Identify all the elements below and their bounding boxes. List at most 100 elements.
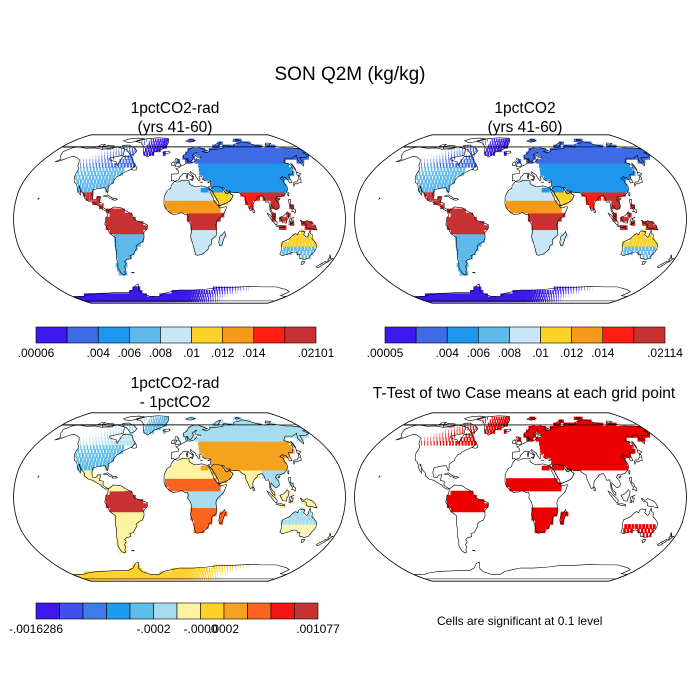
grid-cell-sahel [212, 486, 217, 492]
grid-cell-southern-south-america [122, 250, 128, 256]
grid-cell-central-asia [205, 171, 211, 176]
grid-cell-australia-north- [636, 241, 640, 247]
grid-cell-north-america-boreal- [462, 425, 463, 431]
grid-cell-central-asia [224, 457, 229, 463]
grid-cell-central-africa [546, 221, 551, 226]
grid-cell-amazon [139, 507, 144, 513]
grid-cell-sahara [172, 465, 177, 471]
grid-cell-antarctica [221, 290, 223, 294]
colorbar-swatch-1-3 [129, 326, 161, 344]
grid-cell-antarctica [232, 286, 234, 291]
coastline-hispaniola [452, 475, 459, 479]
grid-cell-north-america-boreal- [442, 441, 445, 446]
grid-cell-central-africa [212, 225, 217, 231]
grid-cell-central-asia [603, 167, 610, 172]
grid-cell-amazon [465, 229, 470, 235]
grid-cell-central-asia [588, 163, 595, 168]
grid-cell-central-asia [565, 461, 571, 467]
grid-cell-sahel [208, 478, 214, 483]
grid-cell-sahara [175, 465, 181, 471]
grid-cell-amazon [454, 503, 459, 509]
grid-cell-northern-eurasia [566, 155, 573, 160]
grid-cell-north-america-boreal- [95, 159, 97, 164]
grid-cell-amazon [476, 507, 481, 513]
grid-cell-central-asia [263, 453, 270, 458]
grid-cell-central-asia [213, 163, 219, 168]
grid-cell-antarctica [198, 296, 201, 300]
coastline-ellesmere [122, 137, 145, 143]
grid-cell-antarctica [155, 296, 161, 300]
grid-cell-amazon [468, 225, 474, 231]
grid-cell-australia-south- [645, 524, 649, 529]
grid-cell-united-states [93, 179, 97, 185]
grid-cell-northern-eurasia [215, 151, 221, 156]
grid-cell-united-states [87, 187, 91, 193]
grid-cell-antarctica [534, 296, 537, 300]
grid-cell-antarctica [535, 293, 538, 298]
coastline-south-america [104, 484, 148, 554]
grid-cell-united-states [108, 453, 112, 458]
coastline-borneo [620, 211, 631, 224]
grid-cell-central-asia [557, 441, 563, 446]
grid-cell-united-states [118, 167, 121, 172]
grid-cell-antarctica [499, 296, 504, 300]
grid-cell-greenland [496, 138, 498, 143]
grid-cell-arabia [559, 191, 565, 197]
grid-cell-north-america-boreal- [118, 147, 120, 153]
grid-cell-southern-south-america [480, 233, 485, 239]
grid-cell-central-asia [582, 449, 589, 454]
grid-cell-central-asia [572, 183, 578, 189]
grid-cell-southern-south-america [125, 246, 131, 251]
grid-cell-antarctica [198, 568, 201, 572]
grid-cell-southern-south-america [127, 532, 133, 538]
grid-cell-amazon [131, 507, 137, 513]
grid-cell-amazon [476, 221, 481, 226]
grid-cell-australia-north- [654, 241, 658, 247]
grid-cell-central-asia [250, 187, 256, 193]
grid-cell-amazon [457, 494, 463, 500]
grid-cell-central-asia [609, 187, 615, 193]
grid-cell-central-asia [222, 163, 229, 168]
grid-cell-antarctica [179, 290, 183, 294]
coastline-new-zealand-n [667, 254, 675, 263]
grid-cell-central-asia [209, 453, 215, 458]
colorbar-tick-label: -.0002 [136, 622, 170, 636]
grid-cell-united-states [424, 179, 427, 185]
grid-cell-united-states [90, 187, 95, 193]
grid-cell-united-states [112, 445, 115, 450]
grid-cell-southern-south-america [131, 511, 137, 517]
grid-cell-north-america-boreal- [436, 441, 438, 446]
coastline-arabia [209, 464, 234, 484]
grid-cell-north-america-boreal- [89, 441, 91, 446]
coastline-new-zealand-n [326, 532, 334, 541]
grid-cell-amazon [450, 229, 456, 235]
grid-cell-northern-eurasia [565, 159, 571, 164]
grid-cell-antarctica [184, 290, 188, 294]
grid-cell-central-asia [266, 175, 273, 180]
grid-cell-antarctica [520, 293, 524, 298]
grid-cell-sahel [172, 478, 177, 483]
grid-cell-amazon [472, 216, 477, 222]
coastline-hispaniola [452, 197, 459, 201]
grid-cell-united-states [421, 187, 425, 193]
grid-cell-southern-south-america [467, 250, 473, 256]
grid-cell-central-asia [257, 465, 263, 471]
grid-cell-central-asia [607, 175, 614, 180]
grid-cell-southern-south-america [461, 254, 467, 260]
grid-cell-maritime-continent [645, 221, 650, 226]
grid-cell-central-asia [246, 465, 252, 471]
grid-cell-australia-north- [295, 515, 300, 521]
grid-cell-india [254, 191, 260, 197]
coastline-madagascar [559, 230, 567, 246]
grid-cell-southern-africa [545, 519, 550, 525]
grid-cell-amazon [124, 229, 129, 235]
colorbar-swatch-3-11 [294, 602, 319, 620]
grid-cell-central-asia [216, 441, 222, 446]
grid-cell-united-states [110, 179, 114, 185]
grid-cell-greenland [506, 141, 509, 146]
grid-cell-southeast-asia [289, 204, 294, 210]
grid-cell-central-asia [554, 457, 560, 463]
grid-cell-central-asia [591, 453, 597, 458]
grid-cell-central-africa [197, 499, 203, 504]
grid-cell-northern-eurasia [560, 433, 567, 438]
